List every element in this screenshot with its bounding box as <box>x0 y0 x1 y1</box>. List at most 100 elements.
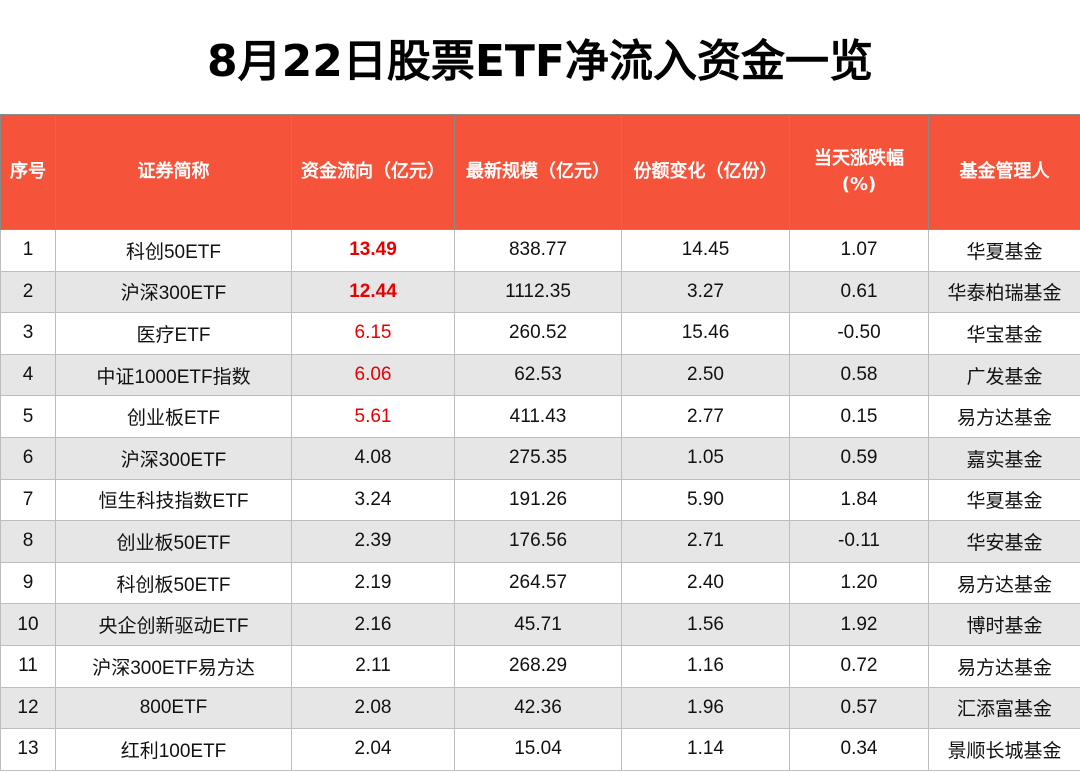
table-row: 6 沪深300ETF 4.08 275.35 1.05 0.59 嘉实基金 <box>0 436 1080 480</box>
cell-name: 中证1000ETF指数 <box>55 353 292 397</box>
table-row: 5 创业板ETF 5.61 411.43 2.77 0.15 易方达基金 <box>0 395 1080 438</box>
page-title: 8月22日股票ETF净流入资金一览 <box>207 36 873 87</box>
cell-manager: 易方达基金 <box>928 644 1080 688</box>
cell-name: 恒生科技指数ETF <box>55 478 292 522</box>
cell-pct: -0.50 <box>789 312 929 355</box>
cell-flow: 6.06 <box>291 353 455 397</box>
cell-seq: 6 <box>0 436 56 480</box>
cell-pct: 0.34 <box>789 728 929 771</box>
cell-scale: 176.56 <box>454 520 622 563</box>
cell-seq: 1 <box>0 229 56 272</box>
cell-share-change: 2.50 <box>621 353 790 397</box>
cell-name: 沪深300ETF <box>55 436 292 480</box>
col-header-pct-line1: 当天涨跌幅 <box>814 148 904 169</box>
cell-pct: 1.07 <box>789 229 929 272</box>
cell-flow: 2.08 <box>291 686 455 730</box>
cell-seq: 11 <box>0 644 56 688</box>
table-row: 8 创业板50ETF 2.39 176.56 2.71 -0.11 华安基金 <box>0 520 1080 563</box>
cell-seq: 8 <box>0 520 56 563</box>
table-row: 13 红利100ETF 2.04 15.04 1.14 0.34 景顺长城基金 <box>0 728 1080 771</box>
cell-share-change: 14.45 <box>621 229 790 272</box>
cell-manager: 广发基金 <box>928 353 1080 397</box>
cell-seq: 2 <box>0 270 56 314</box>
cell-flow: 2.16 <box>291 603 455 646</box>
cell-manager: 华夏基金 <box>928 229 1080 272</box>
cell-manager: 博时基金 <box>928 603 1080 646</box>
cell-flow: 2.11 <box>291 644 455 688</box>
cell-scale: 42.36 <box>454 686 622 730</box>
cell-share-change: 1.96 <box>621 686 790 730</box>
cell-manager: 华安基金 <box>928 520 1080 563</box>
table-row: 1 科创50ETF 13.49 838.77 14.45 1.07 华夏基金 <box>0 229 1080 272</box>
cell-pct: 1.84 <box>789 478 929 522</box>
table-row: 4 中证1000ETF指数 6.06 62.53 2.50 0.58 广发基金 <box>0 353 1080 397</box>
table-row: 9 科创板50ETF 2.19 264.57 2.40 1.20 易方达基金 <box>0 561 1080 605</box>
cell-flow: 3.24 <box>291 478 455 522</box>
cell-flow: 12.44 <box>291 270 455 314</box>
cell-name: 创业板50ETF <box>55 520 292 563</box>
col-header-seq: 序号 <box>0 114 56 230</box>
cell-name: 沪深300ETF <box>55 270 292 314</box>
col-header-share-change: 份额变化（亿份） <box>621 114 790 230</box>
cell-pct: 0.57 <box>789 686 929 730</box>
table-row: 10 央企创新驱动ETF 2.16 45.71 1.56 1.92 博时基金 <box>0 603 1080 646</box>
cell-manager: 易方达基金 <box>928 561 1080 605</box>
cell-seq: 9 <box>0 561 56 605</box>
cell-flow: 5.61 <box>291 395 455 438</box>
cell-seq: 4 <box>0 353 56 397</box>
cell-manager: 汇添富基金 <box>928 686 1080 730</box>
cell-flow: 4.08 <box>291 436 455 480</box>
table-row: 7 恒生科技指数ETF 3.24 191.26 5.90 1.84 华夏基金 <box>0 478 1080 522</box>
cell-name: 央企创新驱动ETF <box>55 603 292 646</box>
cell-manager: 景顺长城基金 <box>928 728 1080 771</box>
cell-manager: 嘉实基金 <box>928 436 1080 480</box>
col-header-name: 证券简称 <box>55 114 292 230</box>
table-row: 11 沪深300ETF易方达 2.11 268.29 1.16 0.72 易方达基金 <box>0 644 1080 688</box>
cell-seq: 3 <box>0 312 56 355</box>
cell-flow: 6.15 <box>291 312 455 355</box>
col-header-flow: 资金流向（亿元） <box>291 114 455 230</box>
cell-share-change: 1.14 <box>621 728 790 771</box>
cell-manager: 华泰柏瑞基金 <box>928 270 1080 314</box>
cell-manager: 华夏基金 <box>928 478 1080 522</box>
cell-name: 红利100ETF <box>55 728 292 771</box>
cell-flow: 13.49 <box>291 229 455 272</box>
cell-flow: 2.04 <box>291 728 455 771</box>
cell-share-change: 1.56 <box>621 603 790 646</box>
cell-pct: 1.92 <box>789 603 929 646</box>
cell-scale: 411.43 <box>454 395 622 438</box>
cell-seq: 7 <box>0 478 56 522</box>
cell-scale: 275.35 <box>454 436 622 480</box>
cell-manager: 华宝基金 <box>928 312 1080 355</box>
cell-name: 沪深300ETF易方达 <box>55 644 292 688</box>
col-header-scale: 最新规模（亿元） <box>454 114 622 230</box>
cell-share-change: 5.90 <box>621 478 790 522</box>
etf-inflow-table: 序号 证券简称 资金流向（亿元） 最新规模（亿元） 份额变化（亿份） 当天涨跌幅… <box>0 114 1080 771</box>
cell-name: 医疗ETF <box>55 312 292 355</box>
cell-seq: 10 <box>0 603 56 646</box>
cell-share-change: 15.46 <box>621 312 790 355</box>
cell-flow: 2.39 <box>291 520 455 563</box>
cell-seq: 13 <box>0 728 56 771</box>
cell-name: 创业板ETF <box>55 395 292 438</box>
cell-share-change: 1.16 <box>621 644 790 688</box>
table-row: 3 医疗ETF 6.15 260.52 15.46 -0.50 华宝基金 <box>0 312 1080 355</box>
cell-manager: 易方达基金 <box>928 395 1080 438</box>
cell-flow: 2.19 <box>291 561 455 605</box>
table-row: 2 沪深300ETF 12.44 1112.35 3.27 0.61 华泰柏瑞基金 <box>0 270 1080 314</box>
cell-name: 科创50ETF <box>55 229 292 272</box>
cell-pct: 0.15 <box>789 395 929 438</box>
cell-share-change: 2.77 <box>621 395 790 438</box>
cell-name: 800ETF <box>55 686 292 730</box>
cell-scale: 838.77 <box>454 229 622 272</box>
cell-share-change: 3.27 <box>621 270 790 314</box>
cell-scale: 1112.35 <box>454 270 622 314</box>
cell-pct: 0.61 <box>789 270 929 314</box>
cell-share-change: 1.05 <box>621 436 790 480</box>
cell-share-change: 2.71 <box>621 520 790 563</box>
cell-scale: 45.71 <box>454 603 622 646</box>
cell-seq: 5 <box>0 395 56 438</box>
cell-scale: 260.52 <box>454 312 622 355</box>
table-header-row: 序号 证券简称 资金流向（亿元） 最新规模（亿元） 份额变化（亿份） 当天涨跌幅… <box>0 114 1080 230</box>
cell-pct: 0.59 <box>789 436 929 480</box>
